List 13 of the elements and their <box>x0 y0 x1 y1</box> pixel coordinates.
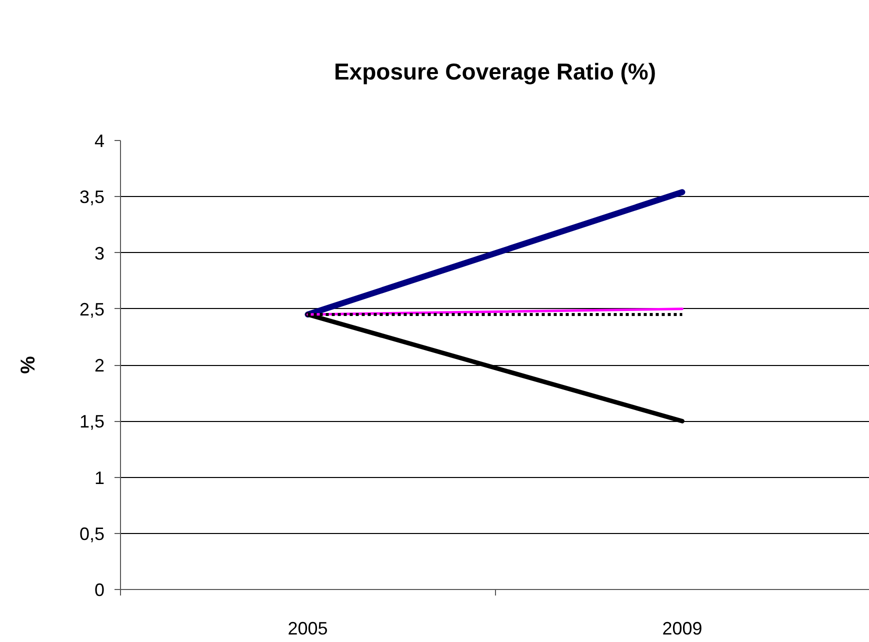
y-axis-title: % <box>17 356 40 374</box>
x-tick-label: 2005 <box>288 618 328 638</box>
chart-title: Exposure Coverage Ratio (%) <box>334 58 656 84</box>
y-tick-label: 2 <box>94 356 105 376</box>
y-tick-label: 3 <box>94 243 105 264</box>
y-tick-label: 2,5 <box>79 299 105 320</box>
y-tick-label: 4 <box>94 131 105 151</box>
y-tick-label: 3,5 <box>79 187 105 208</box>
y-tick-label: 1 <box>94 468 105 488</box>
y-tick-label: 0 <box>94 580 105 600</box>
y-tick-label: 0,5 <box>79 524 105 544</box>
y-tick-label: 1,5 <box>79 412 105 432</box>
x-tick-label: 2009 <box>662 618 702 638</box>
